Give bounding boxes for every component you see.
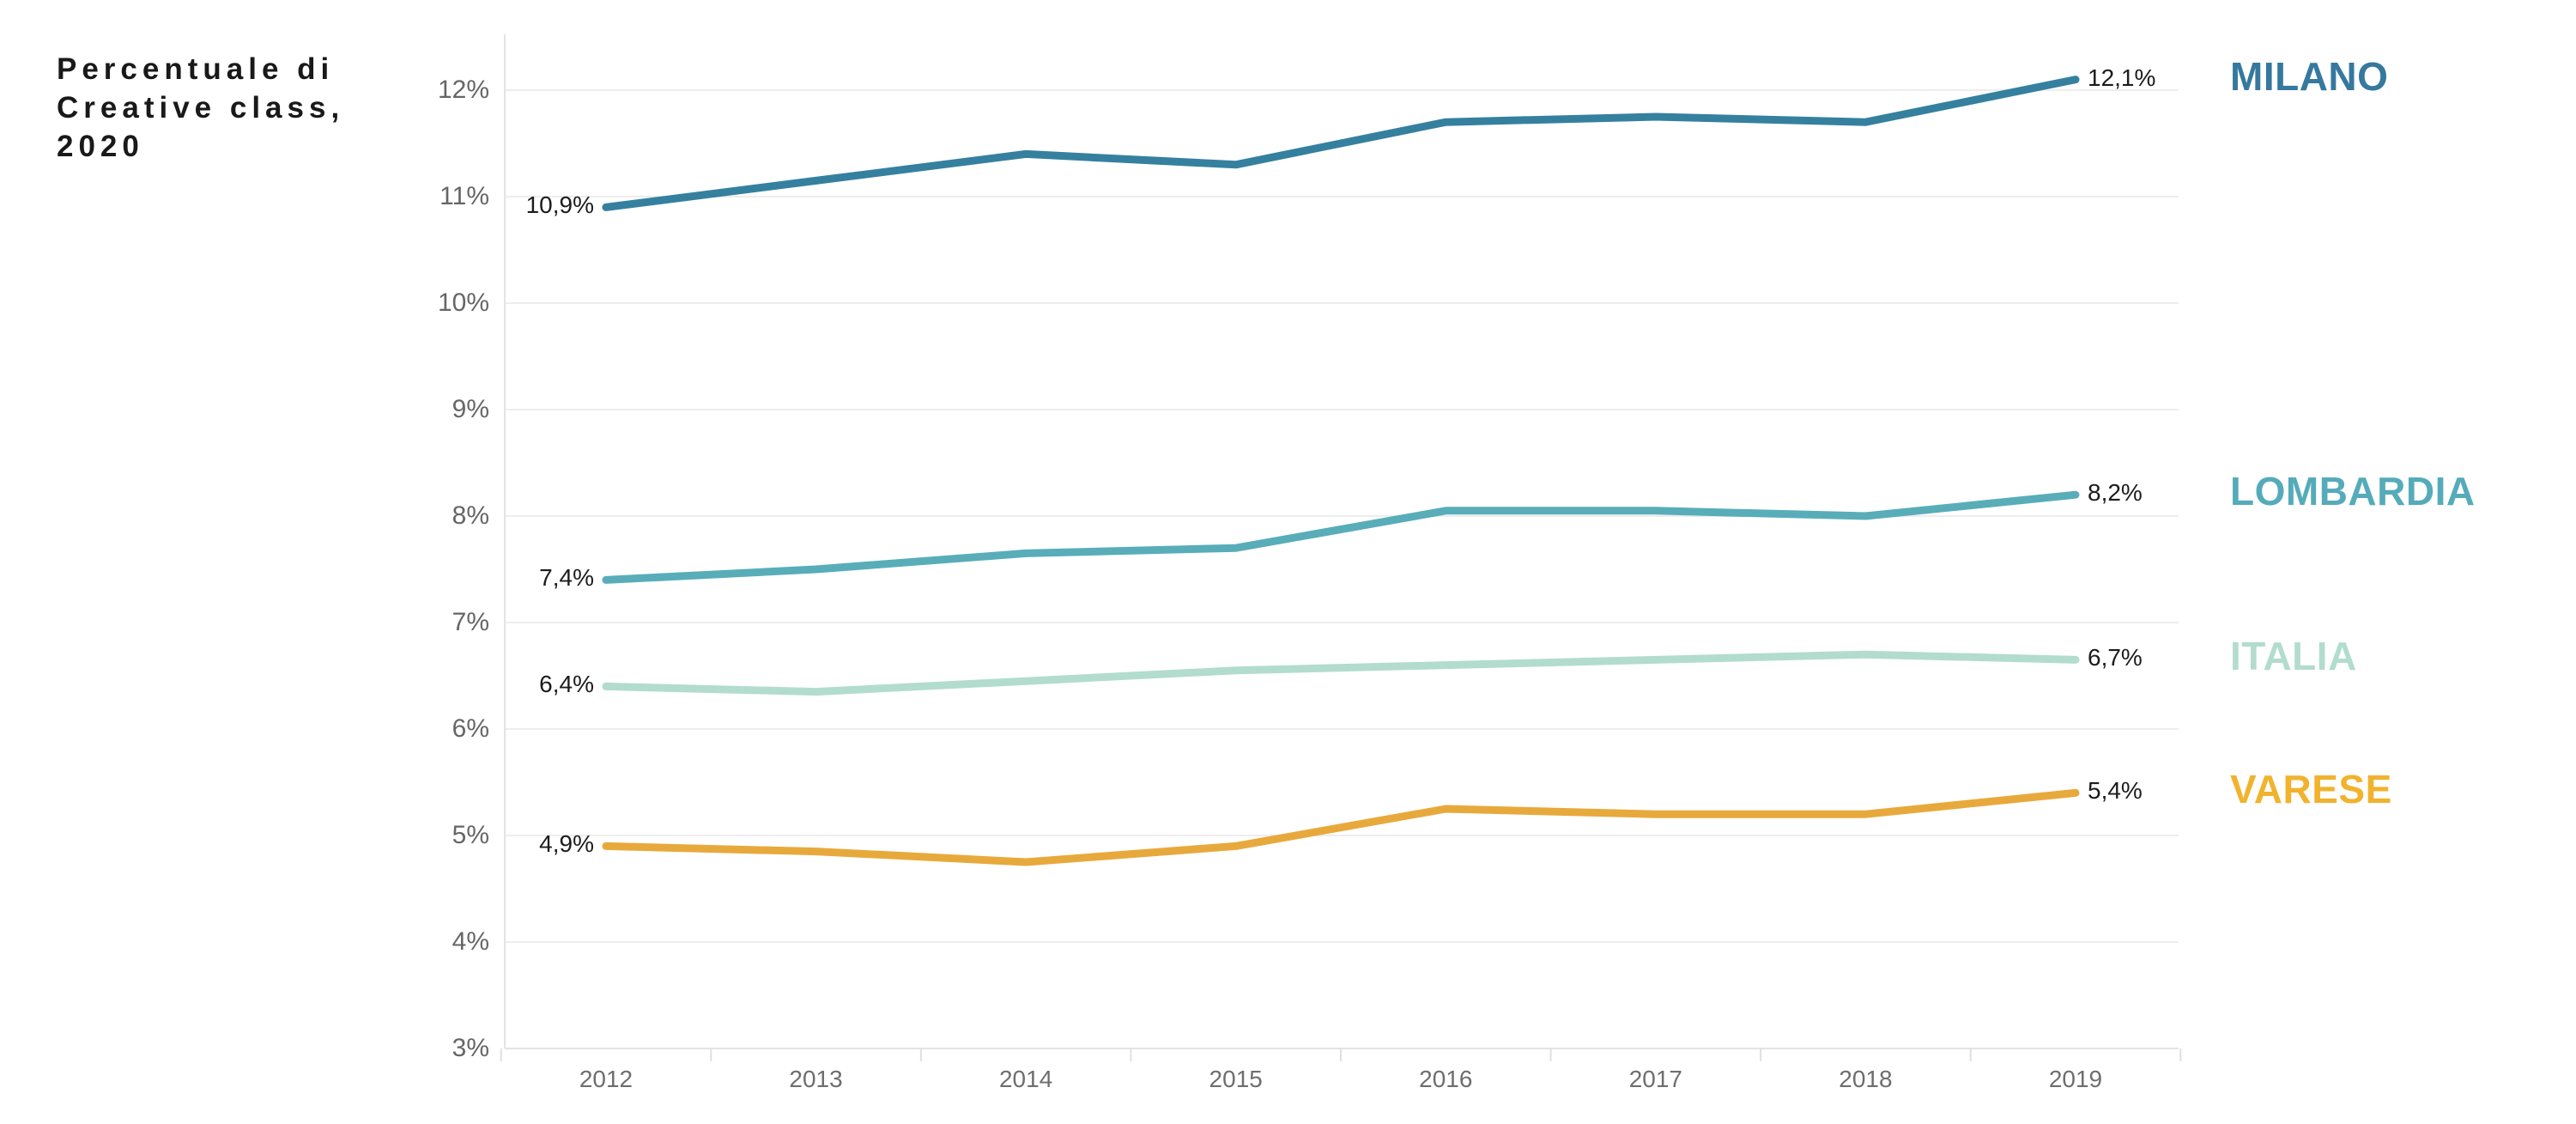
x-axis-tick-label: 2017 — [1628, 1066, 1682, 1092]
y-axis-tick-label: 8% — [452, 501, 489, 530]
data-label-end-varese: 5,4% — [2088, 777, 2143, 805]
y-axis-tick-label: 9% — [452, 395, 489, 423]
series-line-italia — [602, 650, 2080, 696]
y-axis-tick-label: 12% — [437, 76, 489, 104]
data-label-start-milano: 10,9% — [525, 191, 594, 219]
chart-title: Percentuale di Creative class, 2020 — [57, 52, 345, 163]
x-axis-tick-label: 2015 — [1209, 1066, 1263, 1092]
y-axis-tick-label: 6% — [452, 714, 489, 743]
legend-label-milano: MILANO — [2230, 53, 2389, 99]
y-axis-tick-label: 5% — [452, 821, 489, 849]
legend-label-varese: VARESE — [2230, 767, 2392, 812]
x-axis-tick-label: 2012 — [579, 1066, 633, 1092]
y-axis-tick-label: 3% — [452, 1034, 489, 1062]
data-label-start-varese: 4,9% — [539, 830, 594, 858]
legend-label-italia: ITALIA — [2230, 634, 2357, 679]
data-label-end-milano: 12,1% — [2088, 64, 2156, 91]
series-line-lombardia — [602, 490, 2080, 584]
y-axis-tick-label: 7% — [452, 608, 489, 636]
x-axis-tick-label: 2016 — [1419, 1066, 1473, 1092]
data-label-end-lombardia: 8,2% — [2088, 479, 2143, 507]
series-line-varese — [602, 788, 2080, 866]
x-axis-tick-label: 2018 — [1839, 1066, 1893, 1092]
x-axis-tick-label: 2013 — [789, 1066, 843, 1092]
data-label-start-lombardia: 7,4% — [539, 564, 594, 592]
y-axis-tick-label: 11% — [439, 182, 489, 210]
y-axis-tick-label: 4% — [452, 927, 489, 956]
x-axis-tick-label: 2019 — [2048, 1066, 2103, 1092]
y-axis-tick-label: 10% — [437, 289, 489, 317]
data-label-start-italia: 6,4% — [539, 671, 594, 698]
legend-label-lombardia: LOMBARDIA — [2230, 469, 2476, 514]
data-label-end-italia: 6,7% — [2088, 644, 2143, 671]
series-line-milano — [602, 76, 2080, 211]
x-axis-tick-label: 2014 — [998, 1066, 1053, 1092]
